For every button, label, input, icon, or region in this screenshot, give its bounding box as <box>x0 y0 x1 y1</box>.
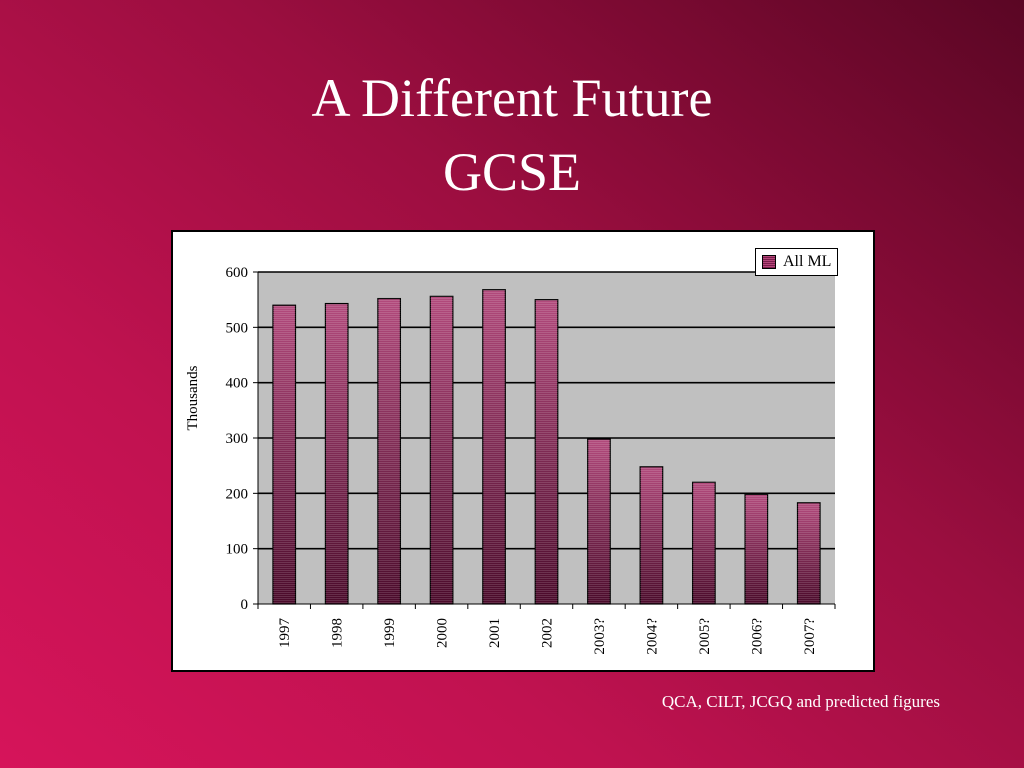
bar-texture <box>797 502 821 604</box>
bar-chart: 0 100 200 300 400 500 600 Thousands 1997 1998 1999… <box>185 265 836 655</box>
y-axis-label: Thousands <box>185 365 201 430</box>
y-tick-label: 600 <box>226 265 249 281</box>
y-tick-label: 400 <box>226 376 249 392</box>
bar-texture <box>272 305 296 604</box>
legend-swatch <box>762 255 776 269</box>
chart-frame: 0 100 200 300 400 500 600 Thousands 1997 1998 1999… <box>171 230 875 672</box>
x-tick-label: 2004? <box>644 618 660 655</box>
x-tick-label: 1998 <box>330 618 346 648</box>
bar-texture <box>640 466 663 604</box>
bar-texture <box>745 494 768 604</box>
x-tick-label: 2000 <box>435 618 451 648</box>
y-tick-label: 200 <box>226 486 249 502</box>
bar-texture <box>430 296 453 604</box>
bar-texture <box>325 303 348 604</box>
bar-texture <box>377 298 401 604</box>
x-tick-label: 2007? <box>802 618 818 655</box>
y-tick-label: 500 <box>226 320 249 336</box>
x-tick-label: 2006? <box>749 618 765 655</box>
bar-texture <box>535 299 558 604</box>
y-tick-label: 0 <box>241 597 249 613</box>
x-tick-label: 2005? <box>697 618 713 655</box>
x-tick-label: 1999 <box>382 618 398 648</box>
x-tick-label: 2001 <box>487 618 503 648</box>
y-tick-label: 300 <box>226 431 249 447</box>
bar-texture <box>482 289 506 604</box>
slide-subtitle: GCSE <box>442 142 582 202</box>
x-tick-label: 1997 <box>277 618 293 649</box>
slide-title: A Different Future <box>311 68 713 128</box>
y-tick-label: 100 <box>226 542 249 558</box>
legend-label: All ML <box>783 253 832 270</box>
bar-texture <box>692 482 716 604</box>
x-tick-label: 2003? <box>592 618 608 655</box>
x-tick-label: 2002 <box>540 618 556 648</box>
chart-legend: All ML <box>755 248 839 276</box>
bar-texture <box>587 439 611 604</box>
source-note: QCA, CILT, JCGQ and predicted figures <box>661 692 940 711</box>
